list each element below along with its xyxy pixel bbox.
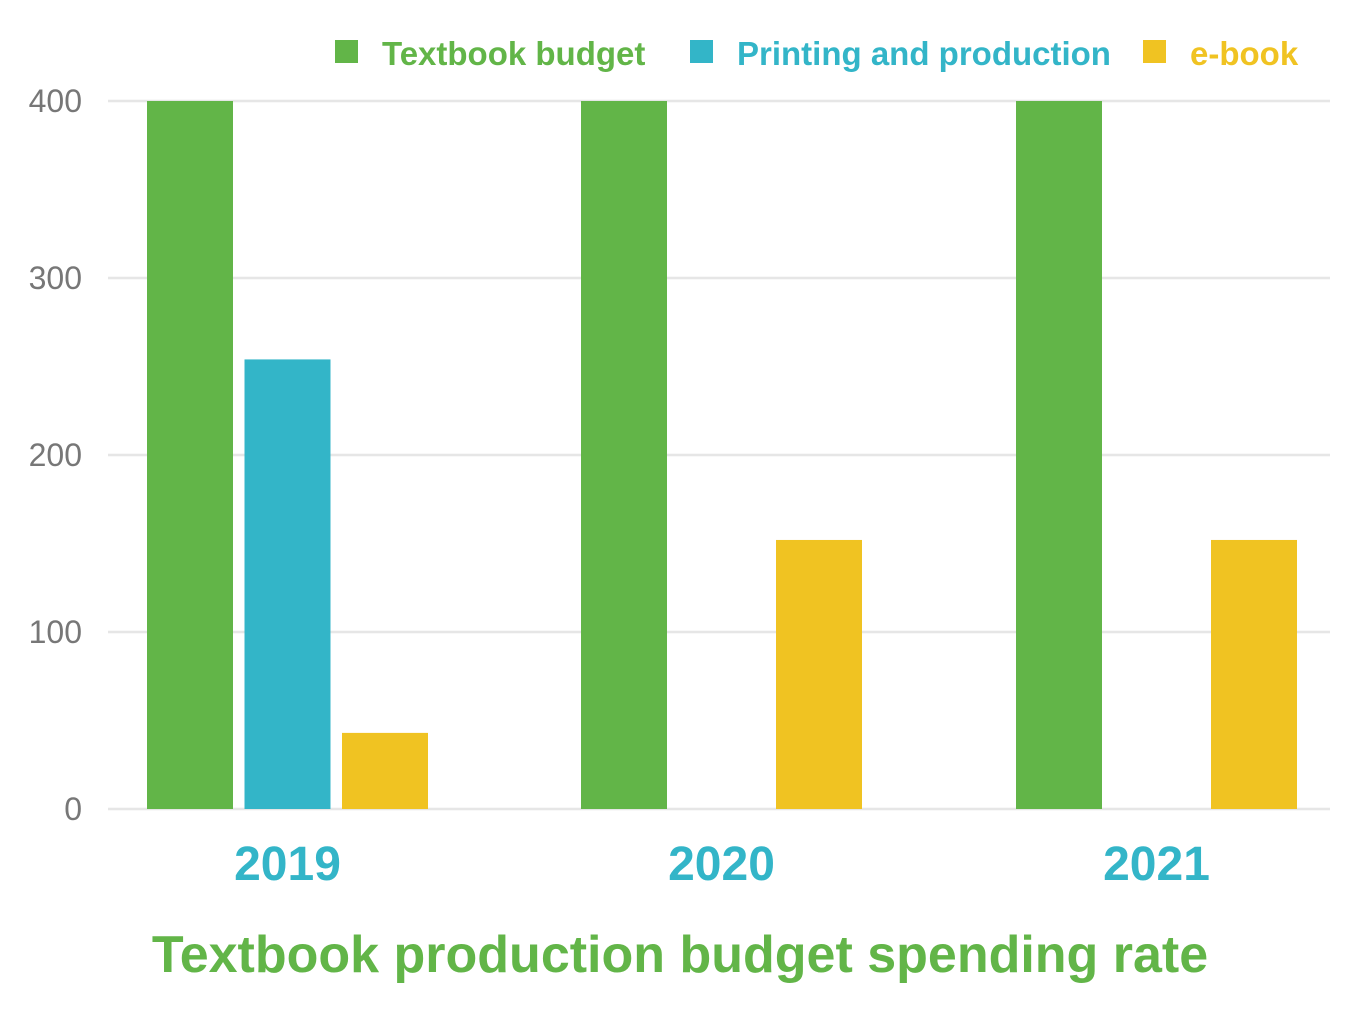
y-tick-label: 200 [29,437,82,473]
bar-e-book-2019 [342,732,428,809]
legend-label: e-book [1190,35,1299,72]
x-category-label: 2020 [668,838,775,891]
bar-textbook-budget-2020 [581,101,667,809]
legend-swatch [335,40,358,63]
y-tick-label: 400 [29,83,82,119]
legend-label: Textbook budget [382,35,645,72]
bars [147,101,1297,809]
bar-textbook-budget-2021 [1016,101,1102,809]
x-axis-category-labels: 2019 2020 2021 [234,838,1210,891]
legend-label: Printing and production [737,35,1111,72]
y-axis-tick-labels: 0 100 200 300 400 [29,83,82,827]
bar-printing-and-production-2019 [244,359,331,809]
x-category-label: 2021 [1103,838,1210,891]
bar-e-book-2021 [1211,539,1297,809]
y-tick-label: 100 [29,614,82,650]
x-category-label: 2019 [234,838,341,891]
chart-title: Textbook production budget spending rate [152,926,1208,984]
y-tick-label: 300 [29,260,82,296]
legend-swatch [690,40,713,63]
y-tick-label: 0 [64,791,82,827]
legend-swatch [1143,40,1166,63]
bar-textbook-budget-2019 [147,101,233,809]
legend: Textbook budget Printing and production e-… [335,35,1299,72]
bar-e-book-2020 [776,539,862,809]
